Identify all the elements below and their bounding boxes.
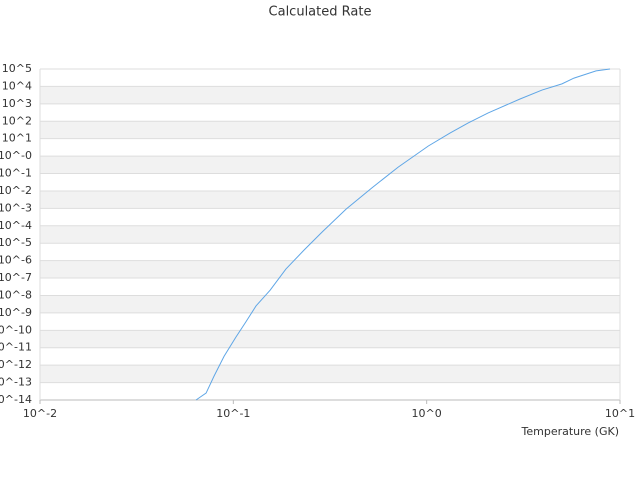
y-tick-label: 10^5	[2, 62, 32, 75]
grid-band	[40, 190, 620, 209]
grid-band	[40, 295, 620, 313]
grid-band	[40, 86, 620, 104]
grid-band	[40, 330, 620, 348]
y-tick-label: 10^-10	[0, 323, 32, 336]
grid-band	[40, 260, 620, 279]
data-line	[195, 68, 611, 401]
grid-band	[40, 156, 620, 174]
y-tick-label: 10^3	[2, 97, 32, 110]
grid-band	[40, 225, 620, 244]
y-tick-label: 10^-11	[0, 341, 32, 354]
y-tick-label: 10^-8	[0, 288, 32, 301]
x-tick-label: 10^1	[605, 407, 635, 420]
y-tick-label: 10^-7	[0, 271, 32, 284]
y-tick-label: 10^-6	[0, 254, 32, 267]
x-tick-label: 10^-2	[23, 407, 57, 420]
y-tick-label: 10^-9	[0, 306, 32, 319]
x-axis-label: Temperature (GK)	[521, 425, 620, 438]
y-tick-label: 10^2	[2, 114, 32, 127]
y-tick-label: 10^-0	[0, 149, 32, 162]
y-tick-label: 10^-1	[0, 167, 32, 180]
y-tick-label: 10^-3	[0, 201, 32, 214]
y-tick-label: 10^-14	[0, 393, 32, 406]
x-tick-label: 10^0	[412, 407, 442, 420]
y-tick-label: 10^-2	[0, 184, 32, 197]
grid-band	[40, 365, 620, 383]
y-tick-label: 10^4	[2, 79, 32, 92]
x-tick-label: 10^-1	[216, 407, 250, 420]
chart-title: Calculated Rate	[269, 5, 372, 20]
y-tick-label: 10^-13	[0, 376, 32, 389]
y-tick-label: 10^-12	[0, 358, 32, 371]
y-tick-label: 10^1	[2, 132, 32, 145]
grid-band	[40, 121, 620, 139]
y-tick-label: 10^-4	[0, 219, 32, 232]
y-tick-label: 10^-5	[0, 236, 32, 249]
